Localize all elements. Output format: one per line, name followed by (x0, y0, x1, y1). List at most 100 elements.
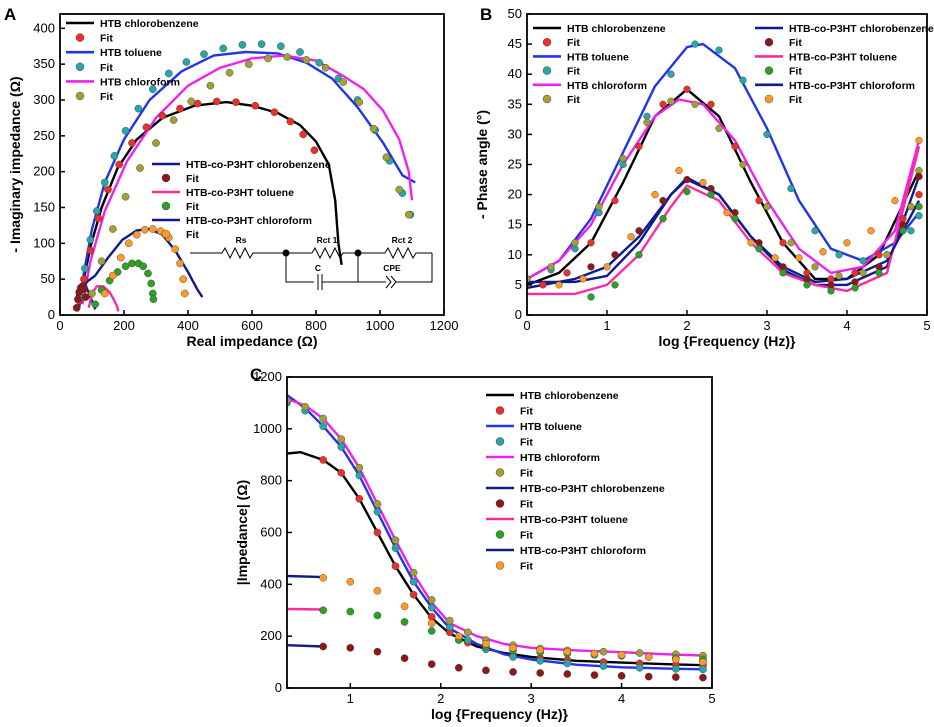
y-tick-label: 5 (515, 277, 522, 292)
fit-point (86, 246, 95, 255)
legend-label: HTB chloroform (520, 452, 600, 464)
fit-point (579, 275, 587, 283)
fit-point (110, 152, 119, 160)
panel-letter: C (250, 365, 262, 384)
fit-point (571, 245, 579, 253)
resistor-rct2 (358, 246, 432, 260)
fit-point (346, 644, 355, 652)
fit-point (763, 130, 771, 139)
fit-point (771, 254, 779, 262)
fit-point (907, 227, 915, 235)
fit-point (400, 602, 409, 611)
panel-C: 1 2 3 4 5 0 200 400 600 800 1000 1200 log {Frequency… (234, 365, 716, 722)
y-tick-label: 15 (508, 217, 522, 232)
fit-point (691, 40, 699, 48)
legend-marker (161, 229, 171, 239)
fit-point (319, 606, 327, 615)
fit-point (715, 124, 723, 132)
fit-point (803, 269, 811, 277)
legend-label: HTB-co-P3HT chloroform (186, 215, 312, 227)
fit-point (755, 239, 763, 247)
legend-label: Fit (100, 33, 113, 45)
fit-point (595, 209, 603, 217)
panel-A: 0 200 400 600 800 1000 1200 0 50 100 150 200 250 300 3… (4, 5, 458, 349)
fit-point (859, 257, 867, 265)
cpe-element (357, 253, 433, 289)
y-tick-label: 50 (508, 6, 522, 21)
fit-point (319, 642, 327, 651)
fit-point (147, 279, 155, 288)
fit-point (779, 263, 787, 271)
fit-point (644, 653, 653, 661)
fit-point (795, 254, 803, 262)
fit-point (212, 97, 221, 106)
y-tick-label: 100 (33, 235, 55, 250)
series-line (527, 178, 921, 284)
legend-label: HTB-co-P3HT chloroform (520, 545, 646, 557)
legend-label: HTB chloroform (100, 76, 180, 88)
label-c: C (315, 263, 321, 273)
y-tick-label: 45 (508, 36, 522, 51)
fit-point (301, 403, 309, 411)
fit-point (563, 670, 572, 678)
fit-point (455, 663, 463, 672)
fit-point (427, 603, 436, 612)
fit-point (391, 562, 400, 570)
fit-point (409, 577, 418, 586)
y-tick-label: 200 (33, 164, 55, 179)
fit-point (302, 56, 311, 64)
fit-point (707, 191, 715, 199)
y-tick-label: 50 (41, 271, 55, 286)
fit-point (125, 239, 133, 248)
fit-point (482, 666, 490, 675)
legend-marker (495, 530, 505, 539)
fit-point (445, 616, 454, 625)
fit-point (232, 98, 240, 106)
fit-point (134, 104, 143, 113)
fit-point (571, 239, 579, 247)
fit-point (811, 227, 819, 235)
fit-point (843, 239, 851, 247)
x-tick-label: 1000 (366, 318, 395, 333)
y-tick-label: 250 (33, 128, 55, 143)
fit-point (121, 192, 130, 201)
fit-point (590, 671, 599, 679)
fit-point (140, 225, 149, 234)
fit-point (803, 281, 811, 289)
legend-marker (495, 437, 505, 446)
fit-point (755, 197, 763, 205)
fit-point (182, 58, 191, 66)
fit-point (395, 185, 404, 194)
fit-point (180, 289, 189, 298)
legend-label: HTB toluene (100, 47, 162, 59)
y-tick-label: 600 (260, 525, 282, 540)
fit-point (851, 278, 859, 286)
fit-point (283, 53, 292, 61)
fit-point (81, 264, 89, 273)
x-tick-label: 800 (305, 318, 327, 333)
fit-point (91, 300, 99, 309)
fit-point (339, 78, 348, 86)
fit-point (319, 574, 327, 582)
fit-point (400, 654, 409, 662)
x-tick-label: 600 (241, 318, 263, 333)
resistor-rct1 (286, 246, 358, 260)
y-axis-label: - Phase angle (°) (474, 110, 490, 219)
fit-point (819, 248, 827, 256)
legend-label: HTB chlorobenzene (520, 390, 619, 402)
fit-point (827, 275, 835, 283)
legend-label: Fit (520, 406, 533, 418)
legend-label: Fit (789, 94, 802, 106)
legend-label: HTB chlorobenzene (100, 18, 199, 30)
fit-point (739, 76, 747, 84)
fit-point (867, 227, 875, 235)
fit-point (148, 85, 157, 94)
legend-label: Fit (520, 561, 533, 573)
legend-label: Fit (520, 437, 533, 449)
fit-point (691, 100, 699, 108)
x-axis-label: log {Frequency (Hz)} (431, 706, 568, 722)
legend-marker (542, 94, 552, 104)
series-line (78, 50, 416, 308)
legend-marker (161, 173, 171, 183)
fit-point (355, 463, 364, 472)
